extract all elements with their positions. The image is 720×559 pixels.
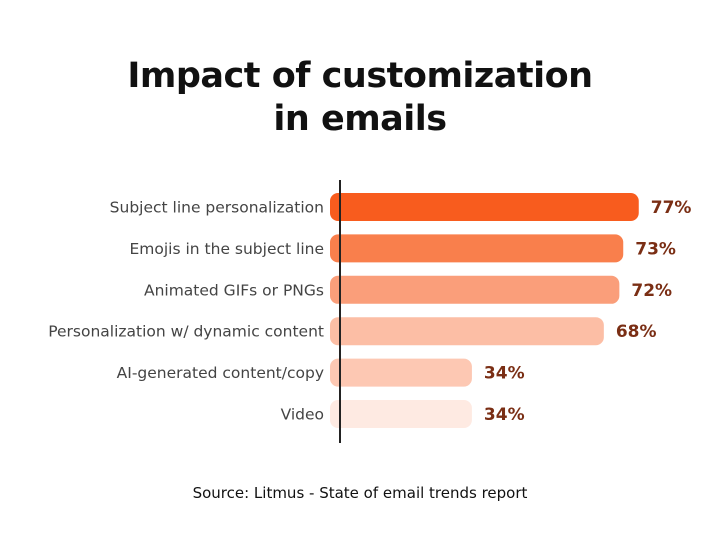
category-label: Emojis in the subject line	[130, 240, 325, 258]
category-label: Personalization w/ dynamic content	[48, 323, 324, 341]
chart-title-line-1: Impact of customization	[127, 56, 593, 96]
chart-title: Impact of customization in emails	[0, 55, 720, 141]
chart-source: Source: Litmus - State of email trends r…	[192, 484, 528, 502]
category-label: Animated GIFs or PNGs	[144, 281, 324, 299]
bar	[330, 275, 620, 304]
category-label: Video	[281, 406, 324, 424]
value-label: 68%	[616, 322, 657, 342]
chart-title-line-2: in emails	[273, 99, 447, 139]
bar	[330, 193, 639, 221]
bar	[330, 400, 472, 428]
bar	[330, 317, 604, 346]
value-label: 34%	[484, 364, 525, 384]
category-label: AI-generated content/copy	[117, 364, 324, 382]
value-label: 72%	[631, 281, 672, 301]
category-label: Subject line personalization	[110, 199, 324, 217]
value-label: 73%	[635, 239, 676, 259]
bar	[330, 358, 472, 387]
value-label: 77%	[651, 198, 692, 218]
value-label: 34%	[484, 405, 525, 425]
bar	[330, 234, 624, 263]
